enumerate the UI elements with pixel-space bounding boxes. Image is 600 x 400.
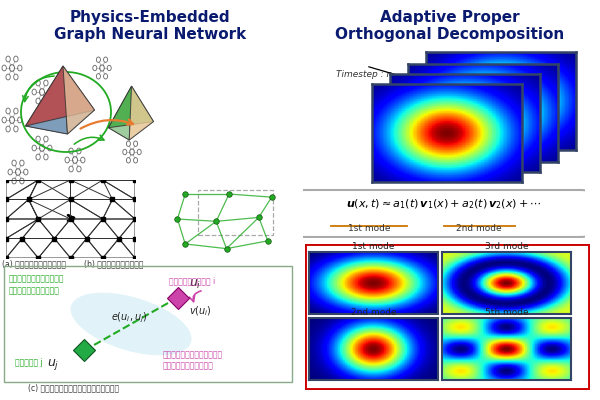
Polygon shape [109,86,154,128]
Text: Timestep : n: Timestep : n [336,70,392,79]
Polygon shape [63,66,95,134]
Polygon shape [129,86,154,140]
Text: $e(u_i,u_j)$: $e(u_i,u_j)$ [110,311,147,325]
Polygon shape [109,86,131,140]
Text: 2nd mode: 2nd mode [457,224,502,233]
Text: Physics-Embedded
Graph Neural Network: Physics-Embedded Graph Neural Network [54,10,246,42]
Text: $v(u_i)$: $v(u_i)$ [189,305,212,318]
Text: (c) グラフニューラルネットワークの配置: (c) グラフニューラルネットワークの配置 [28,383,119,392]
Text: 注目するグラフ節点 i: 注目するグラフ節点 i [169,276,215,285]
Title: 1st mode: 1st mode [352,242,395,251]
Text: 1st mode: 1st mode [348,224,391,233]
Text: (b) メッシュの連結グラフ: (b) メッシュの連結グラフ [84,259,144,268]
Text: (a) 非構造格子（メッシュ）: (a) 非構造格子（メッシュ） [2,259,67,268]
Text: $u_j$: $u_j$ [47,357,59,372]
Polygon shape [25,66,67,134]
Polygon shape [109,122,154,140]
Title: 3rd mode: 3rd mode [485,242,529,251]
Polygon shape [25,110,95,134]
Text: グラフの節点に埋め込まれた
ニューラルネットワーク: グラフの節点に埋め込まれた ニューラルネットワーク [163,350,223,370]
Text: $u_i$: $u_i$ [189,278,202,291]
Polygon shape [25,66,95,126]
Text: グラフの辺に埋め込まれた
ニューラルネットワーク: グラフの辺に埋め込まれた ニューラルネットワーク [9,275,64,295]
Ellipse shape [71,293,191,355]
Text: Adaptive Proper
Orthogonal Decomposition: Adaptive Proper Orthogonal Decomposition [335,10,565,42]
Text: グラフ節点 j: グラフ節点 j [14,358,43,366]
FancyBboxPatch shape [298,190,588,237]
Title: 2nd mode: 2nd mode [350,308,397,317]
Text: $\boldsymbol{u}(x,t) \approx a_1(t)\,\boldsymbol{v}_1(x) + a_2(t)\,\boldsymbol{v: $\boldsymbol{u}(x,t) \approx a_1(t)\,\bo… [346,197,542,211]
FancyBboxPatch shape [305,244,590,390]
Title: 5th mode: 5th mode [485,308,529,317]
